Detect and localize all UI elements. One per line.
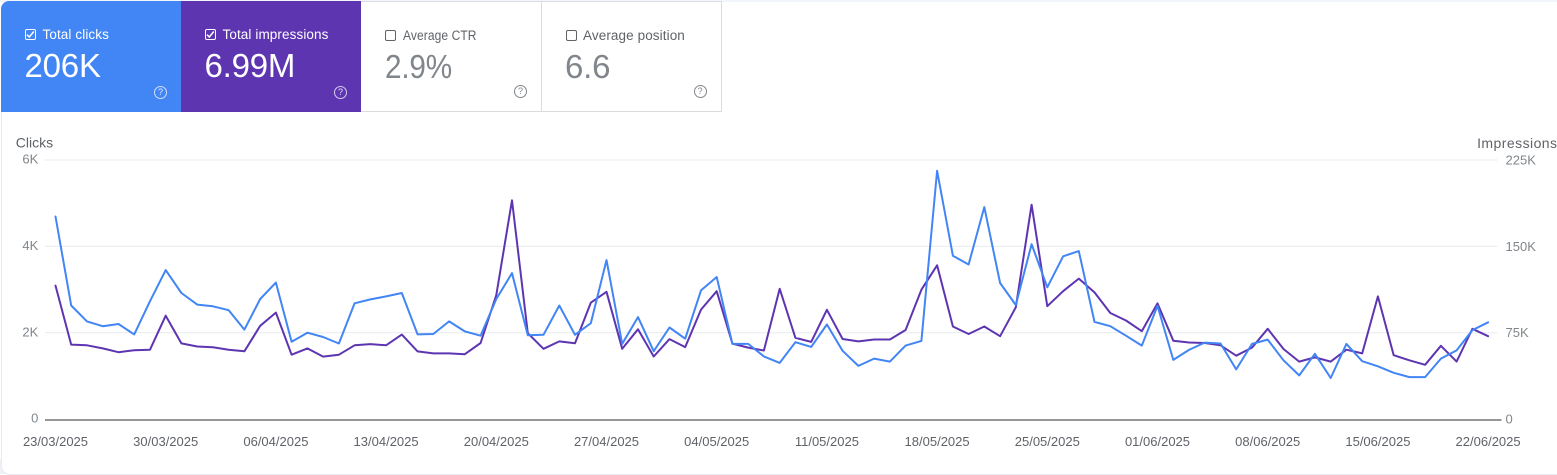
svg-text:27/04/2025: 27/04/2025 <box>574 434 639 449</box>
svg-text:Clicks: Clicks <box>16 134 53 150</box>
svg-text:0: 0 <box>1506 412 1513 427</box>
svg-text:2K: 2K <box>22 324 38 339</box>
svg-text:22/06/2025: 22/06/2025 <box>1456 434 1521 449</box>
svg-text:Impressions: Impressions <box>1477 135 1557 151</box>
svg-text:18/05/2025: 18/05/2025 <box>905 434 970 449</box>
svg-text:6K: 6K <box>22 152 38 167</box>
svg-text:23/03/2025: 23/03/2025 <box>23 434 88 449</box>
svg-text:06/04/2025: 06/04/2025 <box>243 434 308 449</box>
svg-text:30/03/2025: 30/03/2025 <box>133 434 198 449</box>
svg-text:04/05/2025: 04/05/2025 <box>684 434 749 449</box>
svg-text:01/06/2025: 01/06/2025 <box>1125 434 1190 449</box>
svg-text:15/06/2025: 15/06/2025 <box>1345 434 1410 449</box>
svg-text:150K: 150K <box>1506 239 1537 254</box>
svg-text:225K: 225K <box>1506 153 1537 168</box>
svg-text:08/06/2025: 08/06/2025 <box>1235 434 1300 449</box>
svg-text:75K: 75K <box>1506 325 1529 340</box>
svg-text:4K: 4K <box>22 238 38 253</box>
svg-text:13/04/2025: 13/04/2025 <box>354 434 419 449</box>
svg-text:20/04/2025: 20/04/2025 <box>464 434 529 449</box>
svg-text:0: 0 <box>31 411 38 426</box>
svg-text:25/05/2025: 25/05/2025 <box>1015 434 1080 449</box>
svg-text:11/05/2025: 11/05/2025 <box>795 434 859 449</box>
